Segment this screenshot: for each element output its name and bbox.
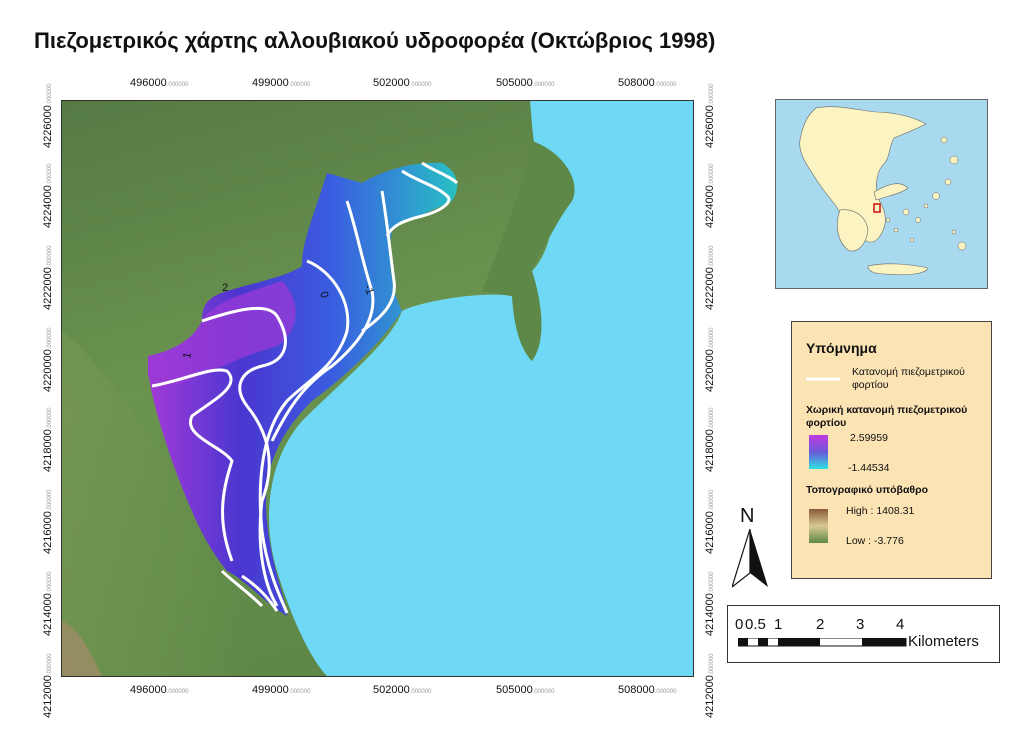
- peloponnese: [836, 209, 869, 252]
- contour-line: [151, 368, 234, 562]
- head-surface: [148, 162, 458, 616]
- y-tick-left: 4222000.000000: [42, 245, 54, 310]
- contour-lines: [151, 161, 459, 614]
- y-tick-right: 4220000.000000: [704, 327, 716, 392]
- scale-label: 1: [774, 616, 783, 633]
- legend-topo-low: Low : -3.776: [846, 535, 904, 547]
- contour-legend-line: [806, 377, 840, 381]
- y-tick-left: 4216000.000000: [42, 489, 54, 554]
- contour-line: [258, 259, 350, 614]
- contour-line: [361, 190, 396, 333]
- legend-title: Υπόμνημα: [806, 340, 877, 356]
- x-tick-bottom: 502000.000000: [373, 684, 432, 696]
- north-label: N: [740, 505, 755, 527]
- contour-label: 2: [222, 282, 228, 294]
- legend-topo-high: High : 1408.31: [846, 505, 915, 517]
- y-tick-left: 4214000.000000: [42, 571, 54, 636]
- contour-line: [385, 169, 451, 237]
- greece-mainland: [799, 106, 927, 243]
- north-arrow: N: [728, 505, 772, 590]
- contour-line: [421, 161, 459, 185]
- contour-label: 1: [181, 351, 194, 359]
- scale-label: 4: [896, 616, 905, 633]
- y-tick-left: 4226000.000000: [42, 83, 54, 148]
- y-tick-right: 4212000.000000: [704, 653, 716, 718]
- hill-shade: [62, 331, 262, 676]
- legend-topo-title: Τοπογραφικό υπόβαθρο: [806, 484, 928, 496]
- main-map[interactable]: 2 1 0 -1: [61, 100, 694, 677]
- y-tick-right: 4226000.000000: [704, 83, 716, 148]
- y-tick-left: 4224000.000000: [42, 163, 54, 228]
- scale-unit: Kilometers: [908, 633, 979, 650]
- y-tick-right: 4214000.000000: [704, 571, 716, 636]
- head-high-zone: [148, 281, 296, 385]
- scale-label: 2: [816, 616, 825, 633]
- x-tick-bottom: 499000.000000: [252, 684, 311, 696]
- map-title: Πιεζομετρικός χάρτης αλλουβιακού υδροφορ…: [34, 28, 716, 53]
- x-tick-bottom: 508000.000000: [618, 684, 677, 696]
- scale-label: 3: [856, 616, 865, 633]
- contour-label: -1: [361, 283, 376, 296]
- high-elevation: [62, 621, 102, 676]
- scale-label: 0: [735, 616, 744, 633]
- legend-spatial-title: Χωρική κατανομή πιεζομετρικού φορτίου: [806, 404, 968, 429]
- evia: [873, 183, 909, 201]
- topo-color-ramp: [809, 509, 828, 543]
- study-area-marker: [873, 203, 881, 213]
- legend-contour-label: Κατανομή πιεζομετρικού φορτίου: [852, 366, 965, 391]
- x-tick-bottom: 496000.000000: [130, 684, 189, 696]
- y-tick-right: 4218000.000000: [704, 407, 716, 472]
- inset-canvas: [799, 106, 967, 276]
- x-tick-top: 499000.000000: [252, 77, 311, 89]
- y-tick-right: 4222000.000000: [704, 245, 716, 310]
- x-tick-top: 508000.000000: [618, 77, 677, 89]
- x-tick-bottom: 505000.000000: [496, 684, 555, 696]
- y-tick-left: 4218000.000000: [42, 407, 54, 472]
- legend-spatial-high: 2.59959: [850, 432, 888, 444]
- legend-spatial-low: -1.44534: [848, 462, 890, 474]
- contour-line: [220, 569, 264, 608]
- crete: [867, 263, 929, 276]
- map-canvas: 2 1 0 -1: [62, 101, 693, 676]
- spatial-color-ramp: [809, 435, 828, 469]
- scale-bar-segments: [738, 638, 907, 647]
- y-tick-right: 4216000.000000: [704, 489, 716, 554]
- contour-label: 0: [317, 290, 330, 300]
- inset-map: [775, 99, 988, 289]
- peninsula: [482, 141, 575, 361]
- aegean-islands: [885, 136, 967, 251]
- scale-bar: 0 0.5 1 2 3 4 Kilometers: [727, 605, 1000, 663]
- x-tick-top: 496000.000000: [130, 77, 189, 89]
- sea-area: [269, 101, 693, 676]
- x-tick-top: 502000.000000: [373, 77, 432, 89]
- x-tick-top: 505000.000000: [496, 77, 555, 89]
- y-tick-left: 4212000.000000: [42, 653, 54, 718]
- scale-label: 0.5: [745, 616, 766, 633]
- y-tick-right: 4224000.000000: [704, 163, 716, 228]
- y-tick-left: 4220000.000000: [42, 327, 54, 392]
- north-arrow-icon: [732, 529, 768, 588]
- contour-line: [241, 574, 279, 612]
- legend-panel: Υπόμνημα Κατανομή πιεζομετρικού φορτίου …: [791, 321, 992, 579]
